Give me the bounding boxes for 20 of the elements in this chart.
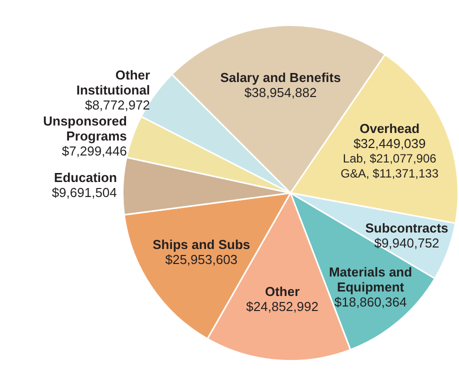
- data-label: $9,940,752: [374, 236, 440, 251]
- data-label: $24,852,992: [246, 299, 318, 314]
- data-label: $32,449,039: [353, 136, 426, 151]
- slice-label: Materials and Equipment: [328, 264, 412, 294]
- slice-label: Overhead: [360, 120, 420, 136]
- data-label: $9,691,504: [52, 184, 117, 200]
- slice-label: Unsponsored Programs: [43, 113, 127, 144]
- text: G&A, $11,371,133: [340, 166, 439, 181]
- slice-label: Subcontracts: [365, 220, 448, 236]
- slice-label: Other: [264, 284, 300, 300]
- slice-label: Other Institutional: [76, 67, 150, 98]
- data-label: $8,772,972: [84, 97, 150, 112]
- text: Lab, $21,077,906: [342, 152, 436, 166]
- slice-label: Ships and Subs: [152, 236, 250, 252]
- data-label: $25,953,603: [165, 252, 238, 267]
- slice-label: Salary and Benefits: [220, 70, 341, 86]
- data-label: $7,299,446: [62, 143, 127, 158]
- data-label: $38,954,882: [244, 85, 317, 100]
- slice-label: Education: [54, 170, 117, 185]
- data-label: $18,860,364: [334, 294, 407, 310]
